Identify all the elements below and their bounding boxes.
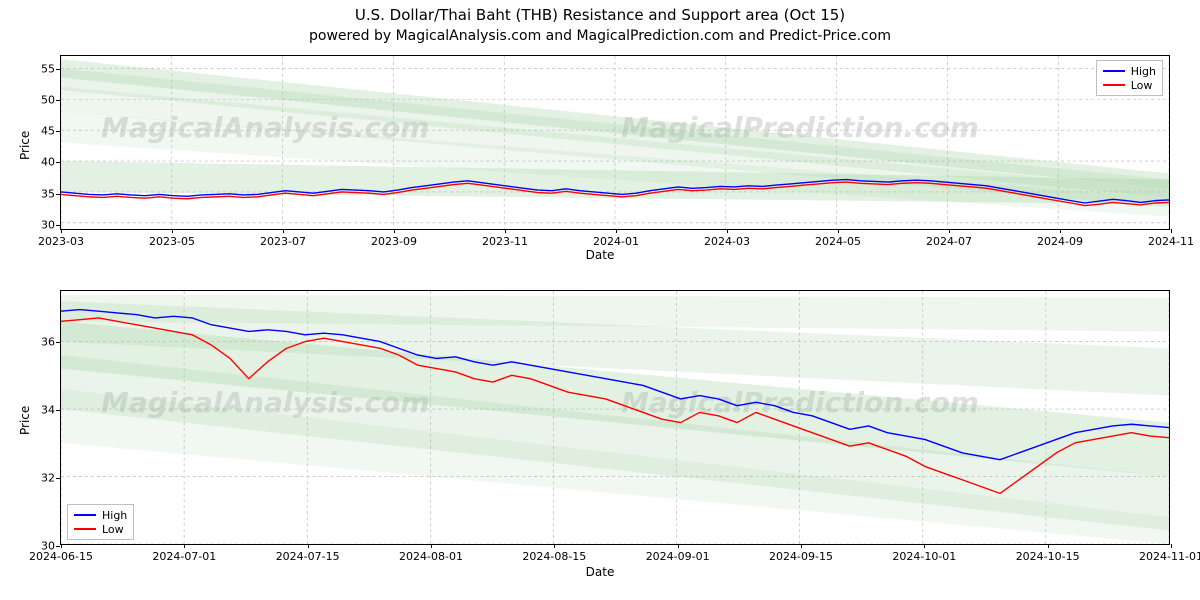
x-tick-label: 2024-11-01 bbox=[1139, 544, 1200, 563]
y-axis-label: Price bbox=[18, 131, 32, 160]
legend-label-low: Low bbox=[102, 523, 124, 536]
page-title: U.S. Dollar/Thai Baht (THB) Resistance a… bbox=[0, 6, 1200, 24]
legend-swatch-low bbox=[74, 528, 96, 530]
y-axis-label: Price bbox=[18, 406, 32, 435]
chart-bottom: MagicalAnalysis.com MagicalPrediction.co… bbox=[60, 290, 1170, 545]
chart-top: MagicalAnalysis.com MagicalPrediction.co… bbox=[60, 55, 1170, 230]
x-axis-label: Date bbox=[560, 565, 640, 579]
chart-bottom-svg bbox=[61, 291, 1169, 544]
legend: High Low bbox=[1096, 60, 1163, 96]
x-axis-label: Date bbox=[560, 248, 640, 262]
legend-label-low: Low bbox=[1131, 79, 1153, 92]
page-subtitle: powered by MagicalAnalysis.com and Magic… bbox=[0, 28, 1200, 44]
page: { "title": "U.S. Dollar/Thai Baht (THB) … bbox=[0, 0, 1200, 600]
chart-top-svg bbox=[61, 56, 1169, 229]
legend-swatch-high bbox=[74, 514, 96, 516]
legend-label-high: High bbox=[1131, 65, 1156, 78]
legend: High Low bbox=[67, 504, 134, 540]
legend-label-high: High bbox=[102, 509, 127, 522]
legend-swatch-high bbox=[1103, 70, 1125, 72]
legend-swatch-low bbox=[1103, 84, 1125, 86]
